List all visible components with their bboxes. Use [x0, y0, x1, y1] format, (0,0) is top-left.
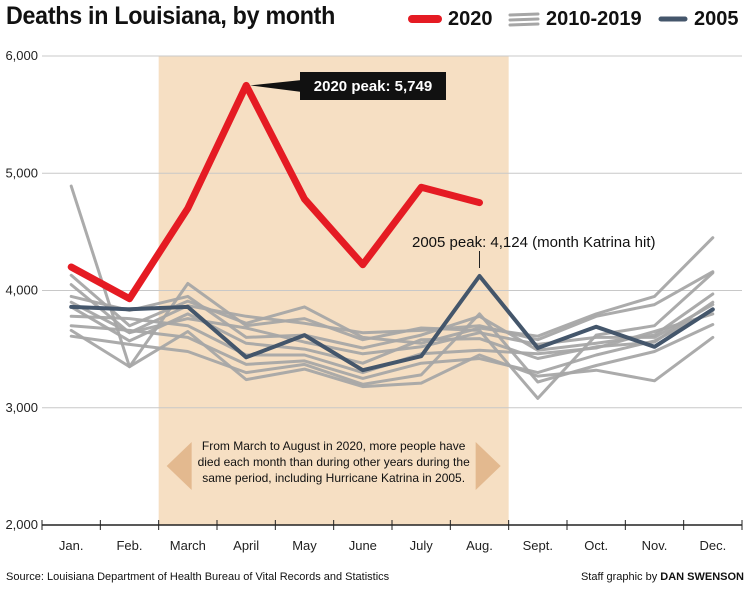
arrow-left-icon — [166, 442, 192, 490]
series-line-2010-2019 — [69, 328, 715, 389]
series-line-2010-2019 — [69, 300, 715, 356]
credit-prefix: Staff graphic by — [580, 571, 658, 583]
legend-2020: 2020 — [408, 6, 493, 32]
series-line-2005 — [69, 274, 715, 373]
x-axis: Jan. Feb. March April May June July Aug. Sept. Oc… — [41, 520, 743, 553]
y-tick-label: 4,000 — [5, 283, 38, 298]
arrow-right-icon — [475, 442, 501, 490]
x-tick-label: March — [170, 538, 206, 553]
credit-name: DAN SWENSON — [660, 571, 744, 583]
source-note: Source: Louisiana Department of Health B… — [6, 571, 390, 583]
series-2005-group — [69, 274, 715, 373]
x-tick-label: Aug. — [466, 538, 493, 553]
y-tick-label: 6,000 — [5, 48, 38, 63]
legend-label-2020: 2020 — [448, 7, 493, 30]
x-tick-label: July — [410, 538, 434, 553]
legend-swatch-2010-2019 — [508, 12, 540, 27]
legend-swatch-2005 — [658, 16, 688, 22]
legend-2010-2019: 2010-2019 — [506, 6, 642, 32]
x-tick-label: Jan. — [59, 538, 84, 553]
legend-label-2010-2019: 2010-2019 — [546, 7, 642, 30]
peak-2020-box — [300, 72, 446, 100]
gridlines — [42, 55, 742, 409]
shaded-note-line: died each month than during other years … — [198, 455, 471, 469]
x-tick-label: Sept. — [523, 538, 553, 553]
peak-2020-label: 2020 peak: 5,749 — [314, 78, 432, 95]
x-tick-label: Dec. — [699, 538, 726, 553]
y-tick-label: 2,000 — [5, 517, 38, 532]
legend-swatch-2020 — [408, 15, 442, 23]
x-tick-label: May — [292, 538, 317, 553]
annotations: 2020 peak: 5,749 2005 peak: 4,124 (month … — [166, 72, 656, 490]
chart-title: Deaths in Louisiana, by month — [6, 2, 336, 30]
series-2020-group — [67, 81, 483, 303]
x-tick-label: Oct. — [584, 538, 608, 553]
peak-2005-label: 2005 peak: 4,124 (month Katrina hit) — [412, 234, 656, 251]
y-axis-ticks: 2,000 3,000 4,000 5,000 6,000 — [5, 48, 38, 532]
credit: Staff graphic by DAN SWENSON — [581, 571, 744, 583]
y-tick-label: 5,000 — [5, 165, 38, 180]
legend-2005: 2005 — [658, 6, 739, 32]
shaded-note-line: From March to August in 2020, more peopl… — [202, 439, 466, 453]
series-line-2010-2019 — [69, 292, 715, 352]
y-tick-label: 3,000 — [5, 400, 38, 415]
series-line-2010-2019 — [69, 312, 715, 386]
shaded-note-line: same period, including Hurricane Katrina… — [202, 471, 465, 485]
x-tick-label: Nov. — [642, 538, 668, 553]
x-tick-label: June — [349, 538, 377, 553]
x-tick-label: Feb. — [116, 538, 142, 553]
series-line-2010-2019 — [69, 270, 715, 342]
series-line-2020 — [67, 81, 483, 303]
peak-2020-pointer — [250, 80, 302, 92]
x-tick-label: April — [233, 538, 259, 553]
legend-label-2005: 2005 — [694, 7, 739, 30]
